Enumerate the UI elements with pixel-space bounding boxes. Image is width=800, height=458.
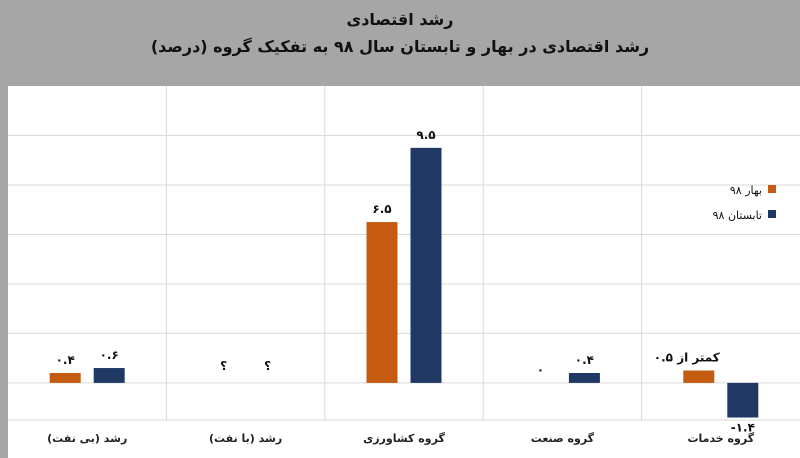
bar <box>93 368 125 383</box>
data-label: ۰.۶ <box>100 348 119 362</box>
data-label: ۰.۴ <box>56 353 75 367</box>
data-label: ۹.۵ <box>416 128 435 142</box>
category-label: رشد (با نفت) <box>209 432 282 445</box>
legend-label: بهار ۹۸ <box>730 184 762 197</box>
data-label: ۶.۵ <box>372 202 391 216</box>
data-label: ؟ <box>264 359 271 373</box>
category-label: گروه خدمات <box>687 432 754 445</box>
legend-label: تابستان ۹۸ <box>713 209 762 222</box>
data-label: -۱.۴ <box>731 421 755 435</box>
bar <box>49 372 81 383</box>
chart-subtitle: رشد اقتصادی در بهار و تابستان سال ۹۸ به … <box>150 37 650 56</box>
plot-area <box>8 86 800 420</box>
category-label: گروه صنعت <box>531 432 595 445</box>
bar <box>727 382 759 418</box>
data-label: کمتر از ۰.۵ <box>654 351 720 365</box>
bar <box>568 372 600 383</box>
category-label: رشد (بی نفت) <box>47 432 127 445</box>
data-label: ۰ <box>537 363 544 377</box>
bar <box>410 147 442 383</box>
data-label: ۰.۴ <box>575 353 594 367</box>
chart-title: رشد اقتصادی <box>346 10 454 29</box>
bar <box>683 370 715 383</box>
bar <box>366 222 398 383</box>
legend-swatch <box>768 185 776 193</box>
legend-swatch <box>768 210 776 218</box>
category-label: گروه کشاورزی <box>363 432 445 445</box>
data-label: ؟ <box>220 359 227 373</box>
category-label-band <box>8 420 800 458</box>
